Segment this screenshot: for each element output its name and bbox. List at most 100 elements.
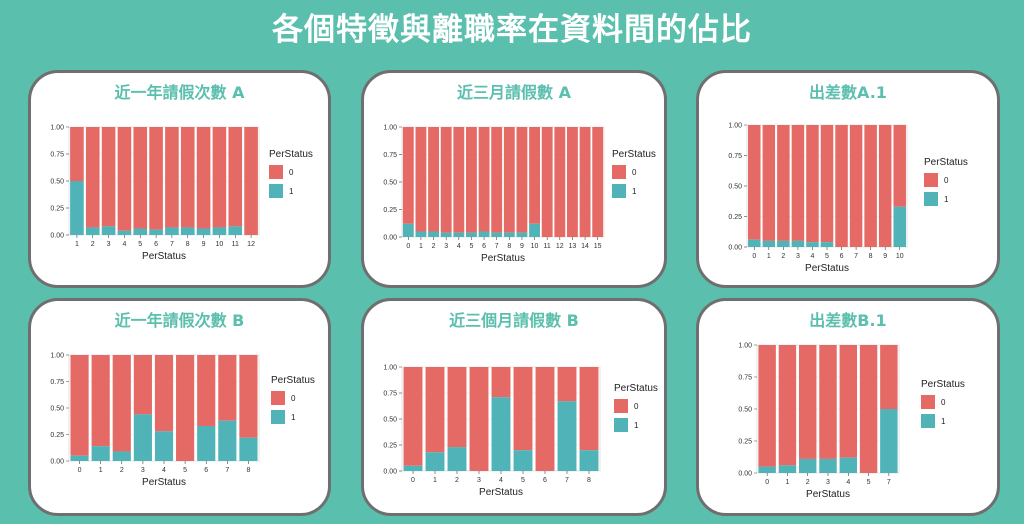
bar-segment-0: [748, 125, 761, 240]
x-tick-label: 14: [581, 243, 589, 250]
stacked-bar-chart: 0.00 0.25 0.50 0.75 1.00 0 1 2 3 4 5 6 7 8 PerStatus Pe…: [383, 365, 658, 499]
bar-segment-0: [878, 125, 892, 247]
bar-segment-0: [778, 345, 797, 466]
bar-segment-0: [839, 345, 858, 458]
bar-segment-1: [579, 450, 599, 471]
bar-segment-1: [893, 206, 906, 247]
y-tick-label: 0.25: [383, 207, 397, 214]
bar-segment-0: [503, 127, 515, 233]
bar-segment-1: [466, 232, 477, 237]
x-axis-label: PerStatus: [479, 487, 523, 498]
x-tick-label: 13: [569, 243, 577, 250]
bar-segment-0: [91, 355, 110, 447]
bar-segment-1: [425, 452, 445, 471]
bar-segment-0: [239, 355, 258, 438]
x-tick-label: 4: [846, 479, 850, 486]
y-tick-label: 0.75: [383, 152, 397, 159]
bar-segment-0: [154, 355, 174, 432]
x-tick-label: 15: [594, 243, 602, 250]
bar-segment-1: [447, 447, 467, 471]
legend-swatch-0: [924, 173, 938, 187]
legend-swatch-1: [269, 184, 283, 198]
bar-segment-0: [228, 127, 243, 227]
bar-segment-1: [529, 223, 540, 237]
legend-swatch-1: [612, 184, 626, 198]
bar-segment-0: [819, 345, 837, 459]
x-tick-label: 7: [565, 477, 569, 484]
bar-segment-1: [112, 451, 131, 461]
bar-segment-0: [101, 127, 116, 227]
legend-label: 0: [291, 394, 296, 403]
bar-segment-0: [415, 127, 427, 232]
bar-segment-1: [165, 227, 179, 235]
bar-segment-1: [806, 242, 819, 247]
y-tick-label: 0.25: [50, 432, 64, 439]
x-tick-label: 7: [854, 253, 858, 260]
x-tick-label: 10: [896, 253, 904, 260]
x-tick-label: 2: [781, 253, 785, 260]
bar-segment-1: [133, 414, 152, 461]
stacked-bar-chart: 0.00 0.25 0.50 0.75 1.00 0 1 2 3 4 5 6 7 8 PerStatus Pe…: [50, 353, 315, 489]
bar-segment-0: [880, 345, 898, 409]
x-tick-label: 0: [752, 253, 756, 260]
bar-segment-0: [197, 355, 216, 427]
x-tick-label: 4: [162, 467, 166, 474]
bar-segment-1: [70, 455, 89, 461]
x-tick-label: 8: [246, 467, 250, 474]
bar-segment-0: [541, 127, 553, 237]
legend-label: 1: [634, 421, 639, 430]
bar-segment-0: [758, 345, 776, 467]
x-tick-label: 7: [225, 467, 229, 474]
x-tick-label: 1: [99, 467, 103, 474]
bar-segment-0: [469, 367, 489, 471]
chart-card: 近一年請假次數 A 0.00 0.25 0.50 0.75 1.00 1 2 3 4 5 6 7 8 9 10…: [28, 70, 331, 288]
x-tick-label: 7: [495, 243, 499, 250]
x-tick-label: 4: [499, 477, 503, 484]
bar-segment-0: [85, 127, 100, 228]
chart-title: 近一年請假次數 B: [114, 311, 245, 330]
bar-segment-1: [180, 227, 195, 235]
chart-title: 近三月請假數 A: [457, 83, 571, 102]
bar-segment-0: [491, 367, 511, 398]
y-tick-label: 0.50: [50, 406, 64, 413]
bar-segment-0: [180, 127, 195, 228]
bar-segment-1: [117, 230, 132, 235]
x-axis-label: PerStatus: [142, 251, 186, 262]
legend-label: 1: [289, 187, 294, 196]
x-tick-label: 11: [232, 241, 239, 248]
y-tick-label: 0.75: [728, 153, 742, 160]
stacked-bar-chart: 0.000.250.500.751.000 1 2 3 4 5 6 7 8 9 10 11 12 13 14…: [383, 125, 656, 265]
bar-segment-0: [513, 367, 533, 451]
bar-segment-0: [428, 127, 439, 232]
bar-segment-0: [798, 345, 817, 459]
bar-segment-1: [791, 240, 805, 247]
bar-segment-1: [453, 232, 465, 237]
bar-segment-0: [165, 127, 179, 228]
page-title: 各個特徵與離職率在資料間的佔比: [272, 12, 752, 48]
bar-segment-0: [244, 127, 258, 235]
legend-label: 0: [632, 168, 637, 177]
bar-segment-1: [839, 457, 858, 473]
x-tick-label: 11: [544, 243, 551, 250]
bar-segment-0: [425, 367, 445, 453]
bar-segment-0: [864, 125, 877, 247]
legend-label: 0: [634, 402, 639, 411]
bar-segment-1: [196, 228, 211, 235]
x-tick-label: 3: [826, 479, 830, 486]
bar-segment-1: [428, 231, 439, 237]
x-tick-label: 3: [796, 253, 800, 260]
y-tick-label: 0.25: [728, 214, 742, 221]
bar-segment-0: [196, 127, 211, 229]
x-axis-label: PerStatus: [481, 253, 525, 264]
bar-segment-0: [133, 355, 152, 415]
chart-title: 出差數A.1: [809, 83, 887, 102]
bar-segment-1: [133, 228, 148, 235]
bar-segment-0: [791, 125, 805, 241]
x-tick-label: 9: [202, 241, 206, 248]
x-tick-label: 5: [825, 253, 829, 260]
bar-segment-1: [228, 226, 243, 235]
chart-title: 近一年請假次數 A: [114, 83, 245, 102]
bar-segment-0: [466, 127, 477, 233]
bar-segment-1: [154, 431, 174, 461]
legend-swatch-0: [614, 399, 628, 413]
